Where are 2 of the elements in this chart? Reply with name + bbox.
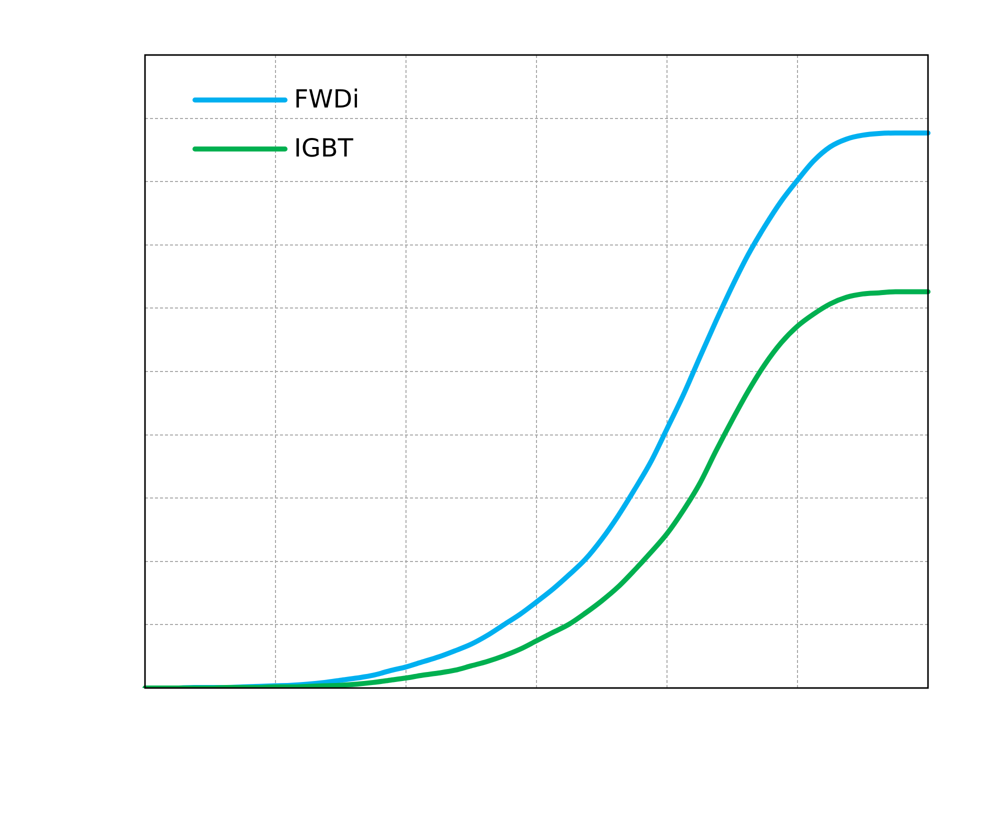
legend-label: FWDi [294,84,360,114]
legend-label: IGBT [294,134,354,162]
